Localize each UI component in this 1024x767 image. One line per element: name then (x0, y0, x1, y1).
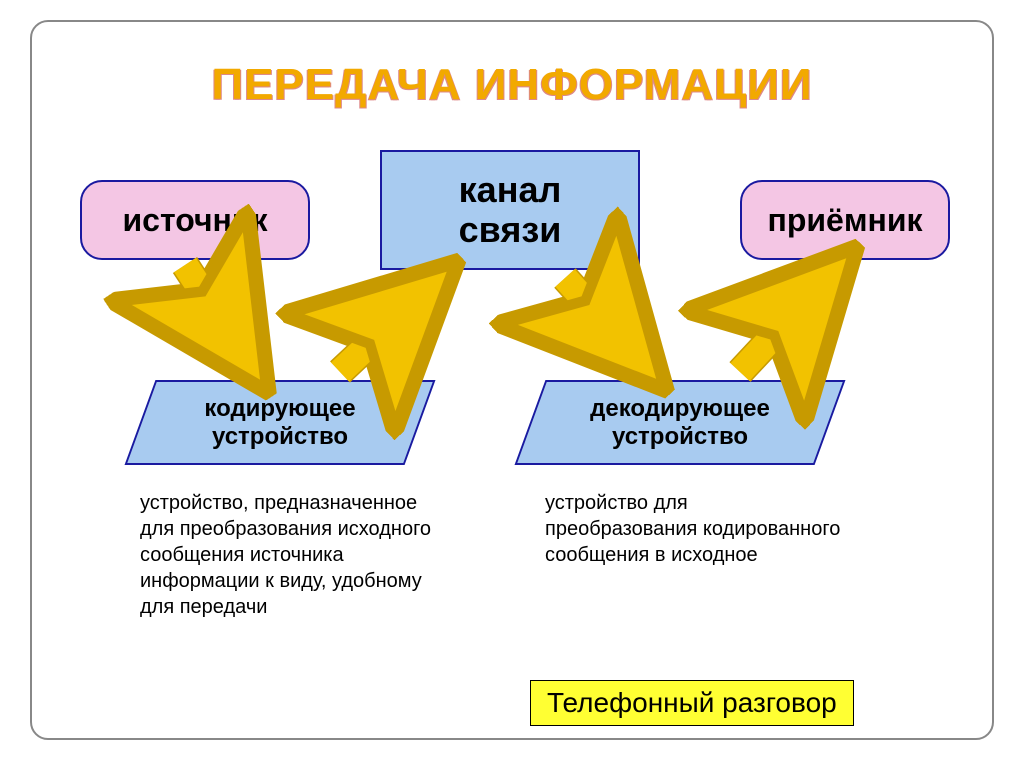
node-channel-line2: связи (459, 210, 562, 250)
node-source: источник (80, 180, 310, 260)
node-channel: канал связи (380, 150, 640, 270)
node-encoder-line2: устройство (212, 423, 348, 451)
node-receiver: приёмник (740, 180, 950, 260)
node-encoder: кодирующее устройство (140, 380, 420, 465)
decoder-description: устройство для преобразования кодированн… (545, 490, 845, 568)
example-box: Телефонный разговор (530, 680, 854, 726)
node-channel-line1: канал (459, 170, 562, 210)
node-encoder-line1: кодирующее (204, 395, 355, 423)
node-decoder-line2: устройство (612, 423, 748, 451)
encoder-description: устройство, предназначенное для преобраз… (140, 490, 440, 620)
node-decoder-line1: декодирующее (590, 395, 770, 423)
page-title: ПЕРЕДАЧА ИНФОРМАЦИИ (0, 60, 1024, 110)
node-decoder: декодирующее устройство (530, 380, 830, 465)
node-source-label: источник (122, 202, 267, 239)
node-receiver-label: приёмник (767, 202, 922, 239)
